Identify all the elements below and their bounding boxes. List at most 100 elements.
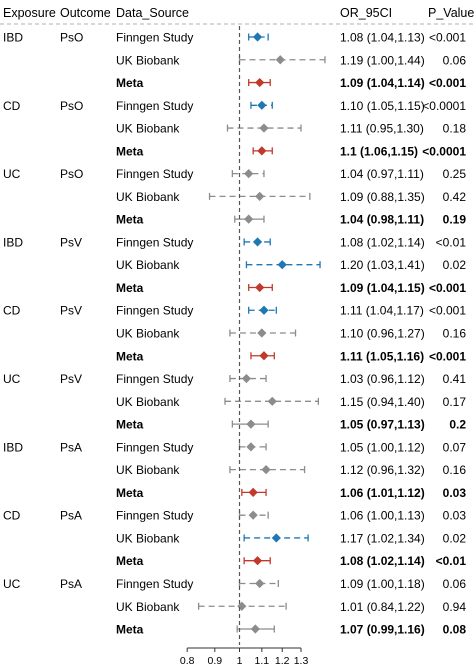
- point-estimate-diamond: [252, 556, 263, 566]
- outcome-label: PsO: [60, 99, 83, 113]
- data-source-label: UK Biobank: [116, 122, 180, 136]
- or-ci-text: 1.09 (0.88,1.35): [340, 190, 425, 204]
- data-source-label: UK Biobank: [116, 600, 180, 614]
- data-source-label: UK Biobank: [116, 53, 180, 67]
- point-estimate-diamond: [257, 328, 267, 338]
- data-source-label: Meta: [116, 76, 144, 90]
- table-row: UK Biobank 1.09 (0.88,1.35) 0.42: [116, 190, 466, 204]
- point-estimate-diamond: [250, 624, 260, 634]
- p-value-text: <0.001: [429, 349, 466, 363]
- data-source-label: Finngen Study: [116, 99, 193, 113]
- table-row: UC PsV Finngen Study 1.03 (0.96,1.12) 0.41: [3, 372, 466, 386]
- point-estimate-diamond: [246, 419, 256, 429]
- p-value-text: 0.06: [443, 577, 467, 591]
- data-source-label: UK Biobank: [116, 190, 180, 204]
- point-estimate-diamond: [237, 601, 247, 611]
- axis-tick-label: 1.3: [294, 655, 309, 667]
- table-row: UK Biobank 1.19 (1.00,1.44) 0.06: [116, 53, 466, 67]
- p-value-text: 0.18: [443, 122, 467, 136]
- p-value-text: <0.0001: [422, 99, 466, 113]
- table-row: IBD PsO Finngen Study 1.08 (1.04,1.13) <0.00…: [3, 31, 466, 45]
- or-ci-text: 1.17 (1.02,1.34): [340, 531, 425, 545]
- p-value-text: <0.001: [429, 31, 466, 45]
- table-header: Exposure Outcome Data_Source OR_95CI P_V…: [0, 6, 474, 25]
- point-estimate-diamond: [259, 305, 269, 315]
- or-ci-text: 1.15 (0.94,1.40): [340, 395, 425, 409]
- data-source-label: Meta: [116, 486, 144, 500]
- or-ci-text: 1.06 (1.00,1.13): [340, 509, 425, 523]
- p-value-text: <0.001: [429, 281, 466, 295]
- table-row: CD PsA Finngen Study 1.06 (1.00,1.13) 0.03: [3, 509, 466, 523]
- exposure-label: CD: [3, 509, 21, 523]
- point-estimate-diamond: [255, 191, 265, 201]
- or-ci-text: 1.12 (0.96,1.32): [340, 463, 425, 477]
- or-ci-text: 1.09 (1.04,1.14): [340, 76, 425, 90]
- point-estimate-diamond: [252, 32, 263, 42]
- data-source-label: UK Biobank: [116, 531, 180, 545]
- data-source-label: Finngen Study: [116, 372, 193, 386]
- point-estimate-diamond: [248, 510, 258, 520]
- table-row: UK Biobank 1.17 (1.02,1.34) 0.02: [116, 531, 466, 545]
- data-source-label: Meta: [116, 349, 144, 363]
- data-source-label: UK Biobank: [116, 395, 180, 409]
- table-row: Meta 1.09 (1.04,1.15) <0.001: [116, 281, 466, 295]
- p-value-text: 0.2: [449, 418, 466, 432]
- table-row: UC PsO Finngen Study 1.04 (0.97,1.11) 0.25: [3, 167, 466, 181]
- axis-tick-label: 0.8: [180, 655, 195, 667]
- or-ci-text: 1.07 (0.99,1.16): [340, 623, 425, 637]
- p-value-text: 0.07: [443, 440, 467, 454]
- table-row: IBD PsV Finngen Study 1.08 (1.02,1.14) <0.01: [3, 235, 466, 249]
- outcome-label: PsV: [60, 372, 82, 386]
- exposure-label: UC: [3, 577, 21, 591]
- p-value-text: 0.02: [443, 531, 467, 545]
- x-axis: 0.8 0.9 1 1.1 1.2 1.3: [180, 26, 309, 667]
- table-row: Meta 1.06 (1.01,1.12) 0.03: [116, 486, 466, 500]
- header-data-source: Data_Source: [116, 6, 189, 20]
- data-source-label: Finngen Study: [116, 31, 193, 45]
- or-ci-text: 1.05 (1.00,1.12): [340, 440, 425, 454]
- point-estimate-diamond: [255, 77, 265, 88]
- table-row: UC PsA Finngen Study 1.09 (1.00,1.18) 0.06: [3, 577, 466, 591]
- data-source-label: Meta: [116, 554, 144, 568]
- table-row: CD PsO Finngen Study 1.10 (1.05,1.15)<0.000…: [3, 99, 466, 113]
- data-source-label: Meta: [116, 144, 144, 158]
- header-outcome: Outcome: [60, 6, 111, 20]
- table-rows: IBD PsO Finngen Study 1.08 (1.04,1.13) <0.00…: [3, 31, 466, 637]
- p-value-text: 0.16: [443, 463, 467, 477]
- point-estimate-diamond: [252, 237, 263, 247]
- or-ci-text: 1.08 (1.02,1.14): [340, 554, 425, 568]
- table-row: UK Biobank 1.11 (0.95,1.30) 0.18: [116, 122, 466, 136]
- p-value-text: 0.03: [443, 486, 467, 500]
- outcome-label: PsA: [60, 440, 82, 454]
- or-ci-text: 1.04 (0.97,1.11): [340, 167, 424, 181]
- p-value-text: <0.01: [436, 554, 467, 568]
- outcome-label: PsO: [60, 31, 83, 45]
- point-estimate-diamond: [241, 373, 252, 384]
- point-estimate-diamond: [244, 214, 254, 224]
- exposure-label: CD: [3, 304, 21, 318]
- or-ci-text: 1.1 (1.06,1.15): [340, 144, 418, 158]
- or-ci-text: 1.03 (0.96,1.12): [340, 372, 425, 386]
- exposure-label: UC: [3, 372, 21, 386]
- point-estimate-diamond: [275, 55, 285, 65]
- exposure-label: IBD: [3, 235, 23, 249]
- exposure-label: CD: [3, 99, 21, 113]
- data-source-label: Meta: [116, 281, 144, 295]
- point-estimate-diamond: [259, 123, 269, 133]
- point-estimate-diamond: [255, 282, 265, 293]
- outcome-label: PsV: [60, 304, 82, 318]
- or-ci-text: 1.04 (0.98,1.11): [340, 213, 424, 227]
- p-value-text: <0.001: [429, 76, 466, 90]
- table-row: Meta 1.07 (0.99,1.16) 0.08: [116, 623, 466, 637]
- data-source-label: UK Biobank: [116, 258, 180, 272]
- p-value-text: <0.0001: [422, 144, 466, 158]
- point-estimate-diamond: [248, 487, 258, 497]
- point-estimate-diamond: [259, 351, 269, 361]
- data-source-label: Finngen Study: [116, 509, 193, 523]
- table-row: UK Biobank 1.10 (0.96,1.27) 0.16: [116, 327, 466, 341]
- or-ci-text: 1.09 (1.04,1.15): [340, 281, 425, 295]
- axis-tick-label: 0.9: [207, 655, 222, 667]
- or-ci-text: 1.11 (0.95,1.30): [340, 122, 424, 136]
- axis-tick-label: 1: [237, 655, 243, 667]
- point-estimate-diamond: [267, 396, 277, 406]
